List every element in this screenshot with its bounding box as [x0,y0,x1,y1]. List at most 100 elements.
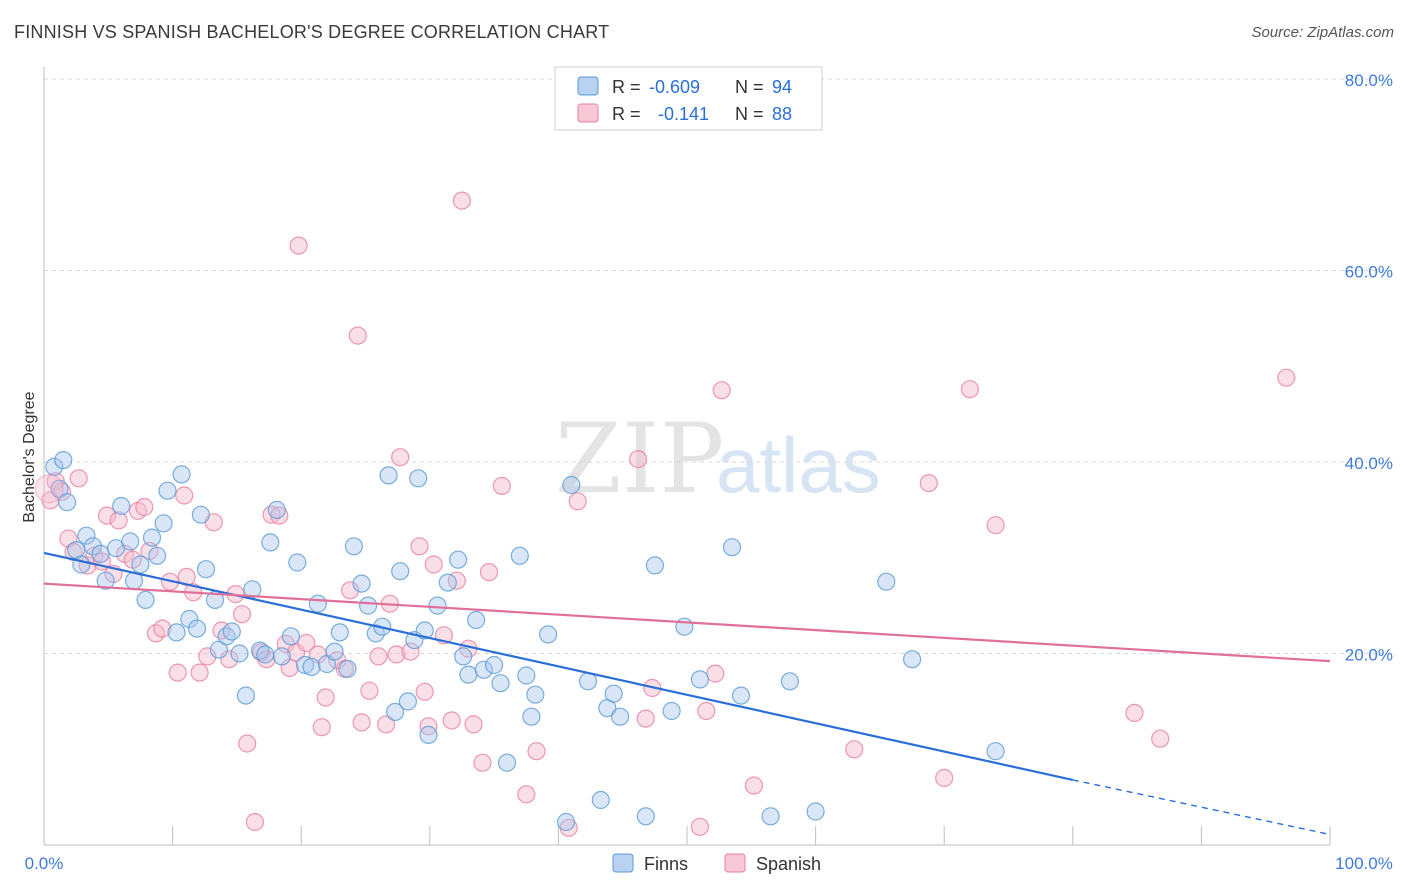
point-spanish-49 [352,713,371,732]
legend-r-label-spanish: R = [612,104,641,124]
point-spanish-89 [1277,368,1296,387]
point-finns-30 [230,644,249,663]
point-spanish-cluster [34,474,64,504]
point-finns-86 [690,670,710,689]
point-finns-19 [158,481,177,500]
point-spanish-79 [706,664,725,683]
watermark-zip: ZIP [555,403,724,515]
point-finns-25 [196,560,216,579]
point-spanish-40 [289,236,308,255]
point-finns-3 [57,493,77,512]
point-finns-82 [636,807,655,826]
point-finns-37 [272,647,291,666]
point-finns-11 [112,496,131,516]
point-spanish-66 [464,715,483,734]
point-finns-68 [491,674,510,693]
point-spanish-43 [312,718,331,737]
point-spanish-32 [245,812,264,832]
bottom-legend-swatch-finns [612,853,634,873]
point-spanish-52 [377,715,396,734]
point-spanish-9 [97,506,117,525]
point-finns-40 [296,655,315,675]
point-spanish-73 [568,492,587,511]
point-spanish-21 [175,486,194,505]
point-spanish-15 [135,497,154,517]
trend-line-finns [43,551,1074,781]
point-finns-24 [191,505,210,524]
point-spanish-57 [410,537,429,556]
source-label: Source: ZipAtlas.com [1251,24,1394,41]
point-spanish-47 [341,581,360,600]
point-finns-87 [722,538,742,557]
point-spanish-31 [238,734,257,753]
y-tick-label-60: 60.0% [1345,263,1393,282]
x-axis-ticks [172,826,1331,845]
point-finns-58 [415,621,434,640]
point-spanish-44 [316,688,335,707]
trend-line-spanish [43,582,1331,663]
series-legend: Finns Spanish [612,853,821,874]
point-finns-57 [409,469,428,488]
point-finns-64 [459,665,478,684]
point-finns-12 [121,532,140,551]
point-spanish-41 [297,633,316,653]
point-spanish-54 [387,645,406,664]
point-spanish-30 [232,605,252,624]
point-spanish-56 [401,642,420,661]
point-finns-60 [428,596,447,615]
y-axis-label: Bachelor's Degree [21,391,38,522]
point-finns-14 [131,555,150,574]
point-finns-62 [449,550,468,569]
point-finns-17 [148,546,167,565]
correlation-legend: R = -0.609 N = 94 R = -0.141 N = 88 [554,66,823,131]
point-finns-39 [288,553,307,572]
point-finns-83 [645,556,665,575]
point-finns-71 [517,666,536,685]
point-finns-7 [83,537,103,556]
point-finns-42 [308,594,327,613]
point-spanish-64 [452,191,471,210]
point-finns-38 [281,627,300,646]
point-spanish-5 [69,469,88,488]
legend-r-value-spanish: -0.141 [658,104,709,124]
point-finns-67 [485,655,504,675]
point-finns-85 [675,617,694,636]
gridlines [44,78,1392,654]
point-finns-2 [50,479,69,498]
point-finns-8 [91,544,110,564]
legend-swatch-finns [577,76,599,96]
bottom-legend-swatch-spanish [724,853,746,873]
point-spanish-67 [473,753,492,772]
point-spanish-24 [190,663,209,682]
point-finns-36 [267,500,286,519]
point-spanish-88 [1151,729,1170,748]
point-spanish-55 [391,448,410,467]
point-finns-53 [386,702,405,722]
point-finns-73 [526,685,545,704]
point-finns-78 [591,790,610,810]
point-finns-59 [419,725,438,745]
legend-swatch-spanish [577,103,599,123]
point-finns-89 [761,807,780,826]
point-finns-22 [180,609,199,629]
point-spanish-18 [153,619,172,638]
point-finns-88 [731,686,751,705]
point-spanish-69 [492,476,511,495]
point-spanish-74 [628,450,648,469]
y-axis-tick-labels: 20.0% 40.0% 60.0% 80.0% [1345,71,1393,665]
point-finns-76 [562,475,581,495]
point-finns-15 [136,590,155,610]
legend-n-label-spanish: N = [735,104,764,124]
x-tick-label-min: 0.0% [25,854,64,873]
point-spanish-63 [447,571,466,590]
x-tick-label-max: 100.0% [1335,854,1393,873]
point-finns-63 [454,647,473,666]
point-finns-65 [467,610,486,630]
point-spanish-78 [697,701,716,721]
point-spanish-58 [415,682,434,701]
point-finns-52 [379,466,398,485]
point-spanish-60 [424,555,443,574]
point-finns-18 [154,514,173,533]
point-spanish-83 [919,474,938,493]
